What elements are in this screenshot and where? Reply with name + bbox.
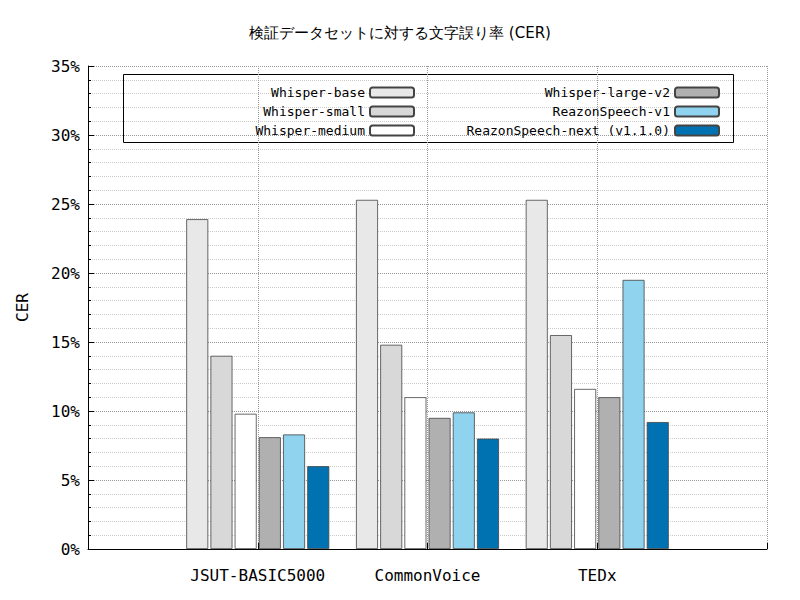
svg-text:20%: 20% <box>51 264 80 283</box>
svg-text:15%: 15% <box>51 333 80 352</box>
svg-text:25%: 25% <box>51 195 80 214</box>
svg-text:0%: 0% <box>61 540 81 559</box>
svg-text:ReazonSpeech-v1: ReazonSpeech-v1 <box>553 104 670 119</box>
svg-text:ReazonSpeech-next (v1.1.0): ReazonSpeech-next (v1.1.0) <box>467 123 671 138</box>
svg-text:Whisper-large-v2: Whisper-large-v2 <box>545 85 670 100</box>
svg-text:JSUT-BASIC5000: JSUT-BASIC5000 <box>190 566 325 585</box>
svg-text:10%: 10% <box>51 402 80 421</box>
svg-text:CER: CER <box>13 293 32 322</box>
svg-text:Whisper-medium: Whisper-medium <box>255 123 365 138</box>
svg-text:検証データセットに対する文字誤り率 (CER): 検証データセットに対する文字誤り率 (CER) <box>249 24 551 42</box>
svg-text:5%: 5% <box>61 471 81 490</box>
svg-text:TEDx: TEDx <box>578 566 617 585</box>
svg-text:30%: 30% <box>51 126 80 145</box>
svg-text:Whisper-base: Whisper-base <box>271 85 365 100</box>
svg-text:35%: 35% <box>51 57 80 76</box>
svg-text:CommonVoice: CommonVoice <box>375 566 481 585</box>
svg-text:Whisper-small: Whisper-small <box>263 104 365 119</box>
